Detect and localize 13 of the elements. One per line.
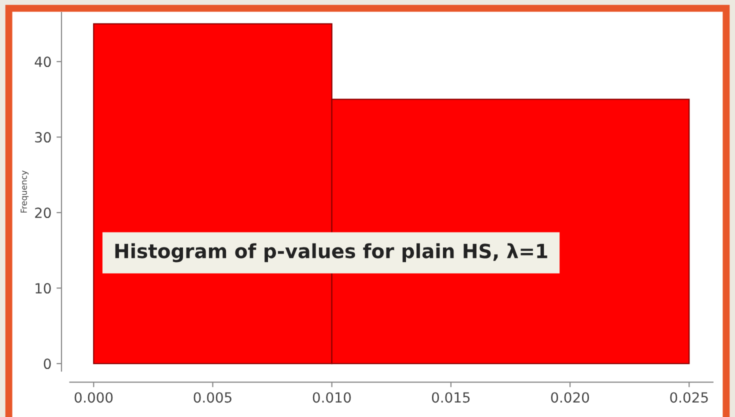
y-tick-label: 0 <box>44 358 51 370</box>
x-tick-label: 0.000 <box>74 392 113 403</box>
x-tick-label: 0.005 <box>194 392 232 403</box>
y-tick-label: 10 <box>36 283 51 294</box>
y-axis-title: Frequency <box>20 170 29 213</box>
y-tick-label: 40 <box>34 56 51 68</box>
annotation: Histogram of p-values for plain HS, λ=1 <box>115 243 548 262</box>
x-tick-label: 0.010 <box>312 392 351 403</box>
x-tick-label: 0.015 <box>432 392 470 403</box>
x-tick-label: 0.020 <box>551 392 589 403</box>
y-tick-label: 30 <box>35 132 51 143</box>
x-tick-label: 0.025 <box>670 392 708 403</box>
y-tick-label: 20 <box>35 208 51 218</box>
